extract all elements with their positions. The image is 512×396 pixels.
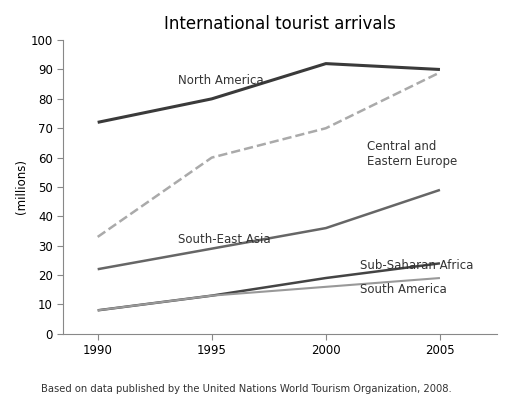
Text: North America: North America	[178, 74, 263, 87]
Y-axis label: (millions): (millions)	[15, 160, 28, 215]
Text: Sub-Saharan Africa: Sub-Saharan Africa	[360, 259, 474, 272]
Text: South-East Asia: South-East Asia	[178, 233, 270, 246]
Text: South America: South America	[360, 283, 447, 296]
Text: Central and
Eastern Europe: Central and Eastern Europe	[367, 140, 457, 168]
Title: International tourist arrivals: International tourist arrivals	[164, 15, 396, 33]
Text: Based on data published by the United Nations World Tourism Organization, 2008.: Based on data published by the United Na…	[41, 384, 452, 394]
